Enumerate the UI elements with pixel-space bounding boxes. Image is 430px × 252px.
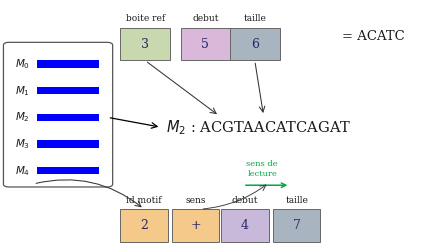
Bar: [37, 114, 99, 121]
Text: 4: 4: [241, 219, 249, 232]
Text: $M_2$ : ACGTAACATCAGAT: $M_2$ : ACGTAACATCAGAT: [166, 118, 351, 137]
Bar: [37, 167, 99, 174]
Text: = ACATC: = ACATC: [342, 30, 405, 43]
Bar: [37, 60, 99, 68]
Text: debut: debut: [232, 196, 258, 205]
FancyBboxPatch shape: [172, 209, 219, 242]
Bar: [37, 87, 99, 94]
Text: 2: 2: [140, 219, 148, 232]
Text: $M_{4}$: $M_{4}$: [15, 164, 30, 177]
Text: 3: 3: [141, 38, 149, 51]
Text: taille: taille: [285, 196, 308, 205]
FancyBboxPatch shape: [230, 28, 280, 60]
Text: id motif: id motif: [126, 196, 162, 205]
Bar: [37, 140, 99, 147]
Text: taille: taille: [243, 14, 266, 23]
FancyBboxPatch shape: [3, 42, 113, 187]
FancyBboxPatch shape: [221, 209, 269, 242]
FancyBboxPatch shape: [181, 28, 230, 60]
Text: $M_{0}$: $M_{0}$: [15, 57, 30, 71]
Text: sens de
lecture: sens de lecture: [246, 160, 278, 178]
Text: $M_{3}$: $M_{3}$: [15, 137, 30, 151]
FancyBboxPatch shape: [120, 28, 170, 60]
FancyBboxPatch shape: [273, 209, 320, 242]
Text: debut: debut: [192, 14, 218, 23]
Text: 7: 7: [293, 219, 301, 232]
Text: $M_{2}$: $M_{2}$: [15, 110, 30, 124]
Text: boite ref: boite ref: [126, 14, 165, 23]
Text: +: +: [190, 219, 201, 232]
Text: 5: 5: [201, 38, 209, 51]
Text: $M_{1}$: $M_{1}$: [15, 84, 30, 98]
Text: 6: 6: [251, 38, 259, 51]
FancyBboxPatch shape: [120, 209, 168, 242]
Text: sens: sens: [185, 196, 206, 205]
